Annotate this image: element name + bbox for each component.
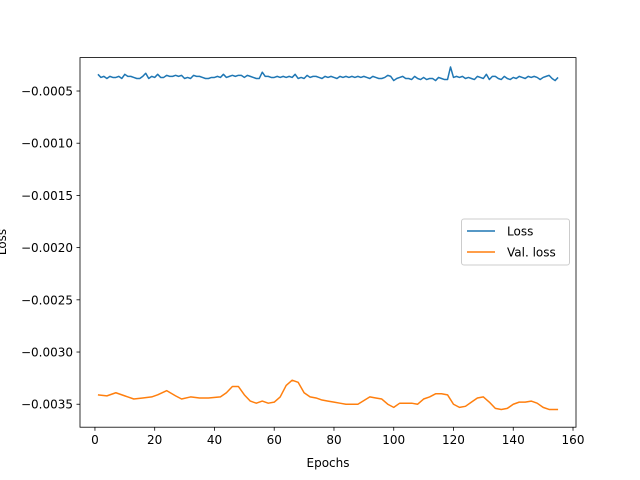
series-layer <box>97 66 559 411</box>
y-tick-label: −0.0015 <box>21 189 73 203</box>
y-axis-label: Loss <box>0 229 9 255</box>
legend: Loss Val. loss <box>461 218 570 266</box>
x-tick-label: 40 <box>207 433 222 447</box>
series-line-val-loss <box>97 379 559 411</box>
x-axis-ticks: 0 20 40 60 80 100 120 140 160 <box>91 427 584 447</box>
x-tick-label: 120 <box>442 433 465 447</box>
series-line-loss <box>97 66 559 82</box>
x-tick-label: 160 <box>562 433 585 447</box>
x-tick-label: 60 <box>267 433 282 447</box>
x-tick-label: 20 <box>147 433 162 447</box>
x-tick-label: 0 <box>91 433 99 447</box>
x-tick-label: 100 <box>382 433 405 447</box>
x-tick-label: 80 <box>326 433 341 447</box>
x-tick-label: 140 <box>502 433 525 447</box>
y-tick-label: −0.0020 <box>21 241 73 255</box>
y-tick-label: −0.0005 <box>21 85 73 99</box>
x-axis-label: Epochs <box>307 456 350 470</box>
legend-label-loss: Loss <box>507 225 533 239</box>
y-tick-label: −0.0010 <box>21 137 73 151</box>
plot-frame <box>79 57 577 428</box>
y-tick-label: −0.0025 <box>21 293 73 307</box>
y-axis-ticks: −0.0005 −0.0010 −0.0015 −0.0020 −0.0025 −0.00… <box>21 85 80 412</box>
y-tick-label: −0.0035 <box>21 398 73 412</box>
y-tick-label: −0.0030 <box>21 346 73 360</box>
legend-label-val-loss: Val. loss <box>507 246 556 260</box>
